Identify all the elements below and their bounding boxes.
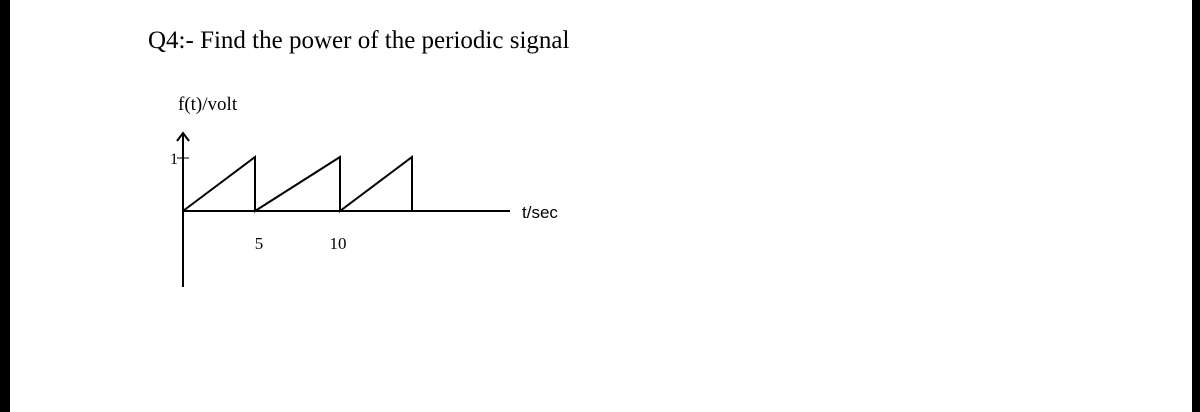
- left-border: [0, 0, 10, 412]
- y-tick-label: 1: [170, 151, 178, 168]
- y-arrow: [176, 131, 190, 142]
- sawtooth-signal: [182, 155, 413, 213]
- question-title: Q4:- Find the power of the periodic sign…: [148, 27, 569, 54]
- right-border: [1192, 0, 1200, 412]
- y-axis-label: f(t)/volt: [178, 94, 238, 115]
- x-tick-label: 5: [255, 234, 264, 253]
- x-axis-label: t/sec: [522, 203, 558, 222]
- x-tick-label: 10: [330, 234, 347, 253]
